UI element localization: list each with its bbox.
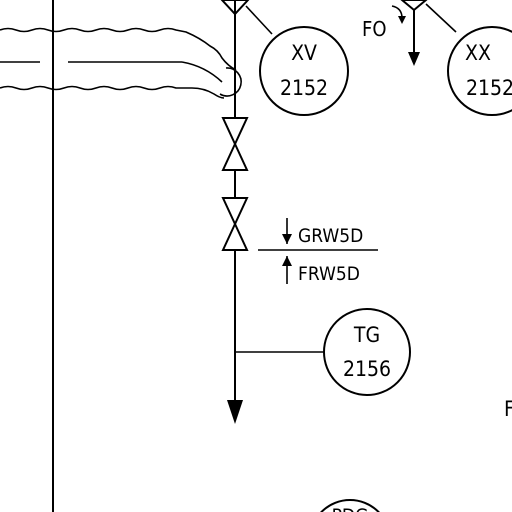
xv-leader-line [245,5,273,35]
spec-upper-arrow-icon [282,234,292,244]
gate-valve-2-upper-icon [221,197,249,227]
xv-2152-bubble [259,26,349,116]
gate-valve-1-lower-icon [221,141,249,171]
bottom-bubble-tag: PDG [332,505,369,512]
fail-open-label: FO [362,17,387,41]
flow-arrow-icon [227,400,243,424]
upper-spec-label: GRW5D [298,225,363,247]
connection-loop [219,67,242,97]
bottom-bubble [320,499,380,512]
spec-lower-arrow-icon [282,256,292,266]
actuator-arrow-icon [408,52,420,66]
lower-spec-label: FRW5D [298,263,360,285]
xv-number: 2152 [280,76,328,100]
tg-number: 2156 [343,357,391,381]
edge-letter: F [504,397,512,421]
flexible-hose-lower [0,85,225,99]
gate-valve-1-upper-icon [221,117,249,147]
tg-2156-bubble [323,308,411,396]
tg-tag: TG [353,323,380,347]
xx-leader-line [425,3,457,33]
top-valve-icon [220,0,250,16]
gate-valve-2-lower-icon [221,221,249,251]
flexible-hose-upper [0,27,237,71]
xv-tag: XV [291,41,317,65]
xx-tag: XX [465,41,491,65]
process-line-bend [181,61,223,83]
actuator-valve-icon [400,0,428,12]
xx-2152-bubble [447,26,512,116]
xx-number: 2152 [466,76,512,100]
fail-open-arrowhead [398,16,406,24]
